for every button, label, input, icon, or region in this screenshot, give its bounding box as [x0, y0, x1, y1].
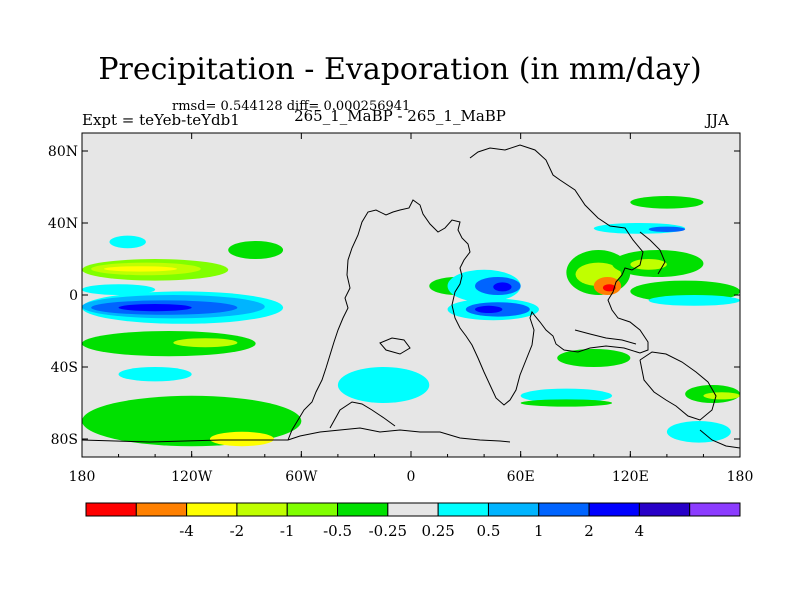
field-south-pacific-cyan [118, 367, 192, 382]
colorbar-swatch [538, 502, 590, 517]
field-west-pacific-cyan [648, 295, 740, 306]
x-tick-label: 0 [407, 469, 416, 485]
field-east-pacific-green [228, 241, 284, 259]
field-southern-yellow [209, 431, 274, 447]
y-tick-label: 80N [48, 144, 78, 160]
y-tick-label: 40S [51, 360, 78, 376]
small-island-outline [379, 337, 411, 355]
africa-eurasia-coastline [287, 144, 649, 441]
coastlines [82, 144, 740, 449]
colorbar-swatch [588, 502, 640, 517]
x-tick-label: 120W [171, 469, 213, 485]
x-tick-label: 60W [285, 469, 318, 485]
field-sw-pacific-cyan [666, 421, 731, 443]
colorbar-swatch [186, 502, 238, 517]
x-tick-label: 180 [69, 469, 96, 485]
colorbar-swatch [286, 502, 339, 517]
colorbar-swatch [689, 502, 741, 517]
australia-coastline [639, 351, 717, 421]
colorbar-swatch [236, 502, 288, 517]
field-south-atlantic-cyan [337, 367, 430, 403]
colorbar: -4 -2 -1 -0.5 -0.25 0.25 0.5 1 2 4 [85, 502, 741, 540]
season-label: JJA [706, 111, 729, 129]
field-india-red [602, 284, 616, 292]
colorbar-label: -0.5 [323, 522, 352, 540]
colorbar-label: 4 [635, 522, 645, 540]
x-tick-label: 120E [612, 469, 649, 485]
colorbar-swatch [337, 502, 389, 517]
y-tick-label: 40N [48, 216, 78, 232]
field-pacific-north-cyan [82, 284, 156, 295]
colorbar-label: 0.5 [477, 522, 501, 540]
colorbar-label: 0.25 [421, 522, 454, 540]
antarctica-coastline [287, 427, 511, 443]
indonesia-coastline [574, 329, 637, 345]
contour-fields [82, 196, 740, 447]
colorbar-label: 2 [584, 522, 594, 540]
colorbar-swatch [387, 502, 439, 517]
colorbar-label: -2 [230, 522, 245, 540]
colorbar-label: 1 [534, 522, 544, 540]
colorbar-swatch [487, 502, 540, 517]
southern-bottom-line [82, 439, 288, 443]
field-sw-indian-green [557, 349, 631, 367]
experiment-label: Expt = teYeb-teYdb1 [82, 111, 240, 129]
field-southern-ocean-green [520, 399, 613, 407]
y-tick-label: 80S [51, 432, 78, 448]
field-pacific-equatorial-darkblue [118, 304, 192, 312]
field-indian-darkblue-south [474, 305, 503, 313]
x-tick-label: 180 [727, 469, 754, 485]
colorbar-swatch [437, 502, 489, 517]
field-pacific-north-band-core [103, 266, 178, 272]
field-asia-yellow [630, 259, 667, 270]
colorbar-swatch [638, 502, 691, 517]
y-tick-label: 0 [69, 288, 78, 304]
antarctica-east-coastline [699, 429, 740, 449]
colorbar-label: -0.25 [369, 522, 407, 540]
x-tick-label: 60E [507, 469, 535, 485]
field-pacific-south-yellow [173, 338, 238, 348]
case-label: 265_1_MaBP - 265_1_MaBP [294, 107, 506, 125]
chart-title: Precipitation - Evaporation (in mm/day) [98, 52, 702, 87]
field-north-land-green [630, 196, 704, 209]
field-southern-ocean-cyan [520, 388, 613, 403]
field-pacific-south-green [82, 331, 256, 357]
y-axis: 80N 40N 0 40S 80S [48, 144, 740, 448]
field-north-pacific-cyan [109, 235, 146, 249]
colorbar-label: -4 [179, 522, 194, 540]
north-pacific-coast [639, 231, 666, 275]
x-axis: 180 120W 60W 0 60E 120E 180 [69, 133, 754, 485]
colorbar-swatch [135, 502, 188, 517]
colorbar-label: -1 [280, 522, 295, 540]
colorbar-swatch [85, 502, 137, 517]
antarctic-peninsula [329, 401, 396, 429]
field-indian-darkblue-north [493, 282, 512, 292]
field-north-blue-asia [648, 226, 686, 232]
rmsd-diff-label: rmsd= 0.544128 diff= 0.000256941 [172, 99, 411, 114]
field-sw-pacific-yellow [703, 392, 740, 400]
